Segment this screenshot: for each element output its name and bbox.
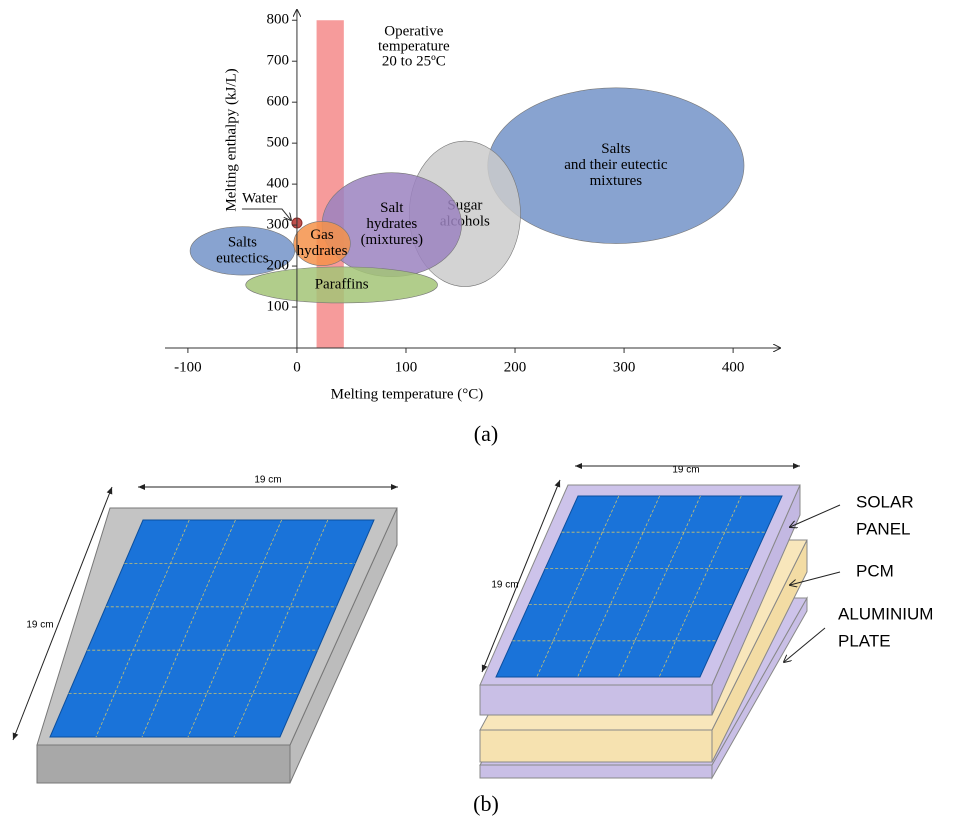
y-tick-label: 300 (266, 217, 289, 233)
layer-label: PANEL (856, 519, 911, 538)
x-tick-label: 200 (504, 359, 527, 375)
layered-panel: 19 cm 19 cm SOLAR PANEL PCM ALUMINIUM PL… (480, 465, 933, 778)
region-label: eutectics (216, 250, 269, 266)
caption: (a) (474, 421, 498, 446)
layer-label: SOLAR (856, 492, 914, 511)
x-tick-label: 0 (293, 359, 301, 375)
region-label: Salt (380, 200, 404, 216)
y-tick-label: 600 (266, 94, 289, 110)
layer-label: PLATE (838, 631, 891, 650)
region-label: and their eutectic (564, 157, 668, 173)
region-label: Salts (228, 234, 257, 250)
figure: Operativetemperature20 to 25ºCSaltsand t… (0, 0, 973, 828)
width-label: 19 cm (254, 475, 281, 486)
x-axis-title: Melting temperature (°C) (331, 386, 484, 402)
y-tick-label: 200 (266, 257, 289, 273)
y-tick-label: 700 (266, 53, 289, 69)
y-tick-label: 400 (266, 176, 289, 192)
band-annotation: temperature (378, 38, 450, 54)
x-tick-label: -100 (174, 359, 202, 375)
page: Operativetemperature20 to 25ºCSaltsand t… (0, 0, 973, 828)
region-label: mixtures (590, 173, 643, 189)
region-label: hydrates (366, 216, 417, 232)
length-label: 19 cm (26, 620, 53, 631)
layer-label: PCM (856, 561, 894, 580)
region-label: Gas (310, 227, 333, 243)
region-label: Paraffins (315, 276, 369, 292)
caption: (b) (473, 791, 499, 816)
region-label: Salts (601, 141, 630, 157)
region-label: (mixtures) (361, 232, 423, 248)
x-tick-label: 300 (613, 359, 636, 375)
length-label: 19 cm (491, 580, 518, 591)
region-label: hydrates (297, 243, 348, 259)
layer-label: ALUMINIUM (838, 604, 933, 623)
y-tick-label: 500 (266, 135, 289, 151)
single-panel: 19 cm 19 cm (13, 475, 398, 783)
band-annotation: 20 to 25ºC (382, 53, 446, 69)
width-label: 19 cm (672, 465, 699, 476)
x-tick-label: 400 (722, 359, 745, 375)
y-axis-title: Melting enthalpy (kJ/L) (223, 68, 239, 211)
x-tick-label: 100 (395, 359, 418, 375)
point-label: Water (242, 190, 277, 206)
y-tick-label: 100 (266, 298, 289, 314)
y-tick-label: 800 (266, 12, 289, 28)
band-annotation: Operative (384, 23, 443, 39)
